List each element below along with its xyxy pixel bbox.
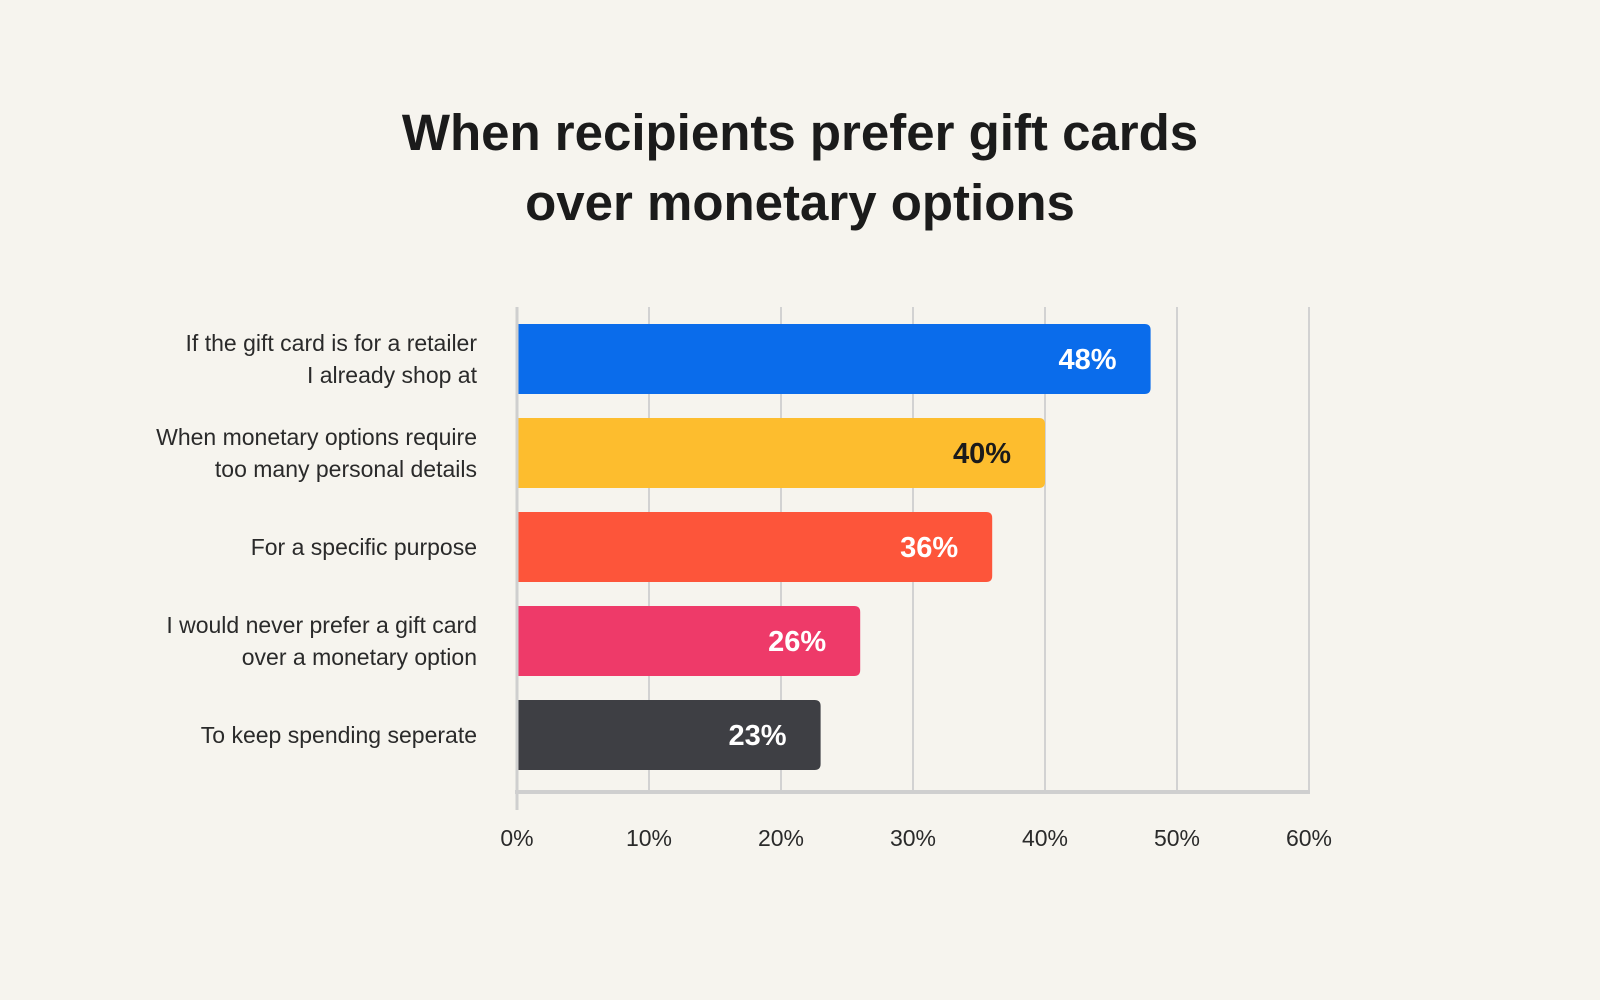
category-label: If the gift card is for a retailer bbox=[186, 330, 478, 356]
bar bbox=[517, 324, 1151, 394]
value-label: 36% bbox=[900, 532, 958, 564]
x-tick-label: 30% bbox=[890, 825, 936, 851]
value-labels: 48% 40% 36% 26% 23% bbox=[729, 344, 1117, 752]
category-label: I would never prefer a gift card bbox=[166, 612, 477, 638]
category-labels: If the gift card is for a retailer I alre… bbox=[156, 330, 477, 748]
bar bbox=[517, 606, 861, 676]
x-tick-label: 20% bbox=[758, 825, 804, 851]
x-tick-label: 40% bbox=[1022, 825, 1068, 851]
category-label: over a monetary option bbox=[242, 644, 477, 670]
chart-title-line-1: When recipients prefer gift cards bbox=[401, 104, 1199, 161]
value-label: 23% bbox=[729, 720, 787, 752]
category-label: When monetary options require bbox=[156, 424, 477, 450]
chart-title-line-2: over monetary options bbox=[525, 174, 1075, 231]
bars bbox=[517, 324, 1151, 770]
bar bbox=[517, 700, 821, 770]
category-label: too many personal details bbox=[215, 456, 477, 482]
x-tick-label: 10% bbox=[626, 825, 672, 851]
category-label: I already shop at bbox=[307, 362, 478, 388]
category-label: To keep spending seperate bbox=[201, 722, 477, 748]
x-tick-labels: 0% 10% 20% 30% 40% 50% 60% bbox=[500, 825, 1332, 851]
bar bbox=[517, 418, 1045, 488]
x-tick-label: 0% bbox=[500, 825, 533, 851]
x-axis bbox=[515, 307, 1310, 810]
x-tick-label: 50% bbox=[1154, 825, 1200, 851]
value-label: 40% bbox=[953, 438, 1011, 470]
bar bbox=[517, 512, 993, 582]
chart-title: When recipients prefer gift cards over m… bbox=[0, 98, 1600, 238]
value-label: 48% bbox=[1059, 344, 1117, 376]
x-tick-label: 60% bbox=[1286, 825, 1332, 851]
value-label: 26% bbox=[768, 626, 826, 658]
category-label: For a specific purpose bbox=[251, 534, 477, 560]
